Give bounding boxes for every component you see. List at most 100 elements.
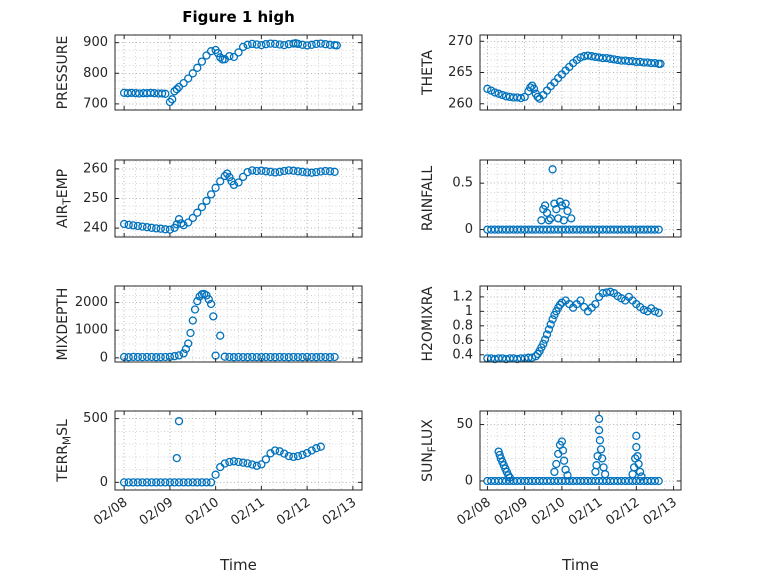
data-point — [559, 216, 568, 225]
x-tick-label: 02/12 — [274, 495, 313, 529]
y-tick-label: 0 — [100, 350, 108, 365]
data-point — [544, 216, 554, 225]
data-point — [563, 471, 572, 480]
data-point — [252, 40, 261, 49]
data-point — [599, 463, 608, 472]
y-tick-label: 0.5 — [452, 176, 473, 191]
data-point — [312, 444, 321, 453]
data-point — [307, 40, 316, 49]
data-point — [152, 353, 161, 362]
data-point — [188, 316, 197, 325]
data-point — [161, 225, 170, 234]
data-point — [633, 451, 642, 461]
data-point — [542, 208, 552, 218]
x-tick-label: 02/09 — [492, 495, 531, 529]
data-point — [220, 171, 229, 181]
data-point — [591, 467, 600, 477]
data-point — [600, 470, 610, 479]
data-point — [289, 166, 298, 175]
data-point — [243, 353, 252, 362]
axes-box — [114, 285, 363, 363]
data-point — [129, 352, 138, 362]
data-point — [563, 206, 572, 216]
data-point — [133, 221, 143, 231]
subplot-pressure: 700 800 900 PRESSURE — [55, 34, 363, 111]
data-point — [520, 92, 529, 102]
data-point — [316, 39, 325, 48]
data-point — [639, 305, 648, 315]
data-point — [220, 352, 229, 361]
data-point — [197, 202, 207, 212]
data-point — [190, 305, 200, 314]
data-point — [220, 459, 229, 468]
data-point — [654, 476, 663, 486]
subplot-rainfall: 0 0.5 RAINFALL — [420, 159, 682, 238]
data-point — [316, 352, 325, 362]
data-point — [138, 222, 147, 231]
data-point — [129, 478, 138, 487]
data-point — [172, 453, 181, 463]
data-point — [321, 40, 330, 49]
data-point — [298, 353, 307, 362]
data-point — [179, 349, 188, 358]
y-tick-label: 265 — [448, 65, 473, 80]
data-point — [238, 172, 248, 182]
axes-box — [114, 410, 363, 491]
data-point — [161, 89, 170, 98]
data-point — [576, 53, 585, 62]
data-point — [197, 478, 207, 487]
data-point — [650, 307, 660, 316]
data-point — [147, 223, 156, 232]
data-point — [248, 39, 257, 49]
data-point — [552, 459, 561, 469]
y-tick-label: 0.6 — [452, 333, 473, 348]
data-point — [261, 352, 271, 362]
data-point — [188, 69, 197, 78]
data-point — [193, 63, 202, 72]
data-point — [248, 352, 257, 362]
x-tick-label: 02/13 — [320, 495, 359, 529]
data-point — [330, 167, 339, 176]
data-point — [234, 48, 243, 57]
data-point — [152, 478, 161, 487]
data-point — [234, 352, 243, 362]
data-point — [238, 42, 248, 52]
data-point — [548, 315, 557, 324]
data-point — [546, 320, 555, 329]
data-series — [119, 289, 339, 362]
data-point — [225, 173, 234, 182]
data-point — [557, 437, 567, 446]
data-point — [216, 331, 225, 340]
data-point — [211, 183, 220, 192]
data-point — [325, 167, 335, 176]
data-point — [592, 461, 601, 470]
data-point — [540, 201, 550, 210]
data-point — [576, 296, 585, 305]
data-point — [298, 167, 307, 176]
data-point — [330, 352, 339, 362]
subplot-air-temp: 240 250 260 AIRTEMP — [55, 159, 363, 238]
data-point — [257, 40, 266, 50]
data-point — [202, 51, 211, 60]
data-point — [583, 51, 593, 60]
data-point — [656, 59, 665, 68]
data-series — [483, 287, 663, 364]
data-point — [596, 445, 606, 454]
data-point — [216, 53, 225, 62]
data-point — [206, 190, 216, 199]
axes-box — [479, 159, 682, 238]
data-point — [257, 166, 266, 175]
data-point — [202, 478, 211, 487]
data-point — [505, 473, 514, 482]
data-point — [124, 353, 133, 362]
data-point — [229, 457, 239, 466]
data-point — [552, 205, 561, 214]
x-tick-label: 02/10 — [183, 495, 222, 529]
y-axis-label: MIXDEPTH — [55, 288, 71, 361]
data-point — [206, 47, 216, 56]
data-point — [184, 339, 193, 348]
x-tick-label: 02/10 — [529, 495, 568, 529]
axes-box — [114, 34, 363, 111]
